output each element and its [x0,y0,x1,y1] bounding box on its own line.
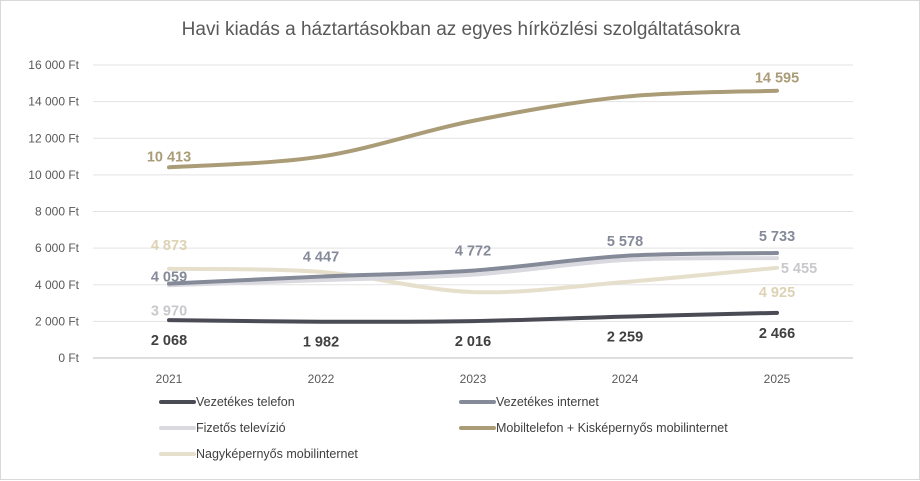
legend-label: Vezetékes internet [496,395,599,409]
series-line-2 [167,256,779,288]
legend-label: Fizetős televízió [196,421,286,435]
x-tick-label: 2022 [308,372,335,386]
data-label: 2 068 [151,333,187,349]
legend-label: Vezetékes telefon [196,395,295,409]
data-label: 4 925 [759,285,795,301]
y-tick-label: 4 000 Ft [35,278,80,292]
legend-label: Nagyképernyős mobilinternet [196,447,358,461]
y-tick-label: 0 Ft [58,351,79,365]
x-tick-label: 2024 [612,372,639,386]
data-label: 2 466 [759,326,795,342]
chart-title: Havi kiadás a háztartásokban az egyes hí… [182,19,741,40]
y-tick-label: 12 000 Ft [28,131,79,145]
x-tick-label: 2021 [156,372,183,386]
data-label: 4 772 [455,244,491,260]
data-label: 2 016 [455,334,491,350]
series-line-1 [167,251,779,286]
series-line-3 [167,88,779,170]
y-tick-label: 8 000 Ft [35,205,80,219]
series-line-0 [167,310,779,324]
data-label: 14 595 [755,71,799,87]
y-tick-label: 10 000 Ft [28,168,79,182]
series-line-4 [167,265,779,295]
data-label: 5 733 [759,229,795,245]
x-tick-label: 2023 [460,372,487,386]
data-label: 10 413 [147,149,191,165]
data-label: 5 455 [781,261,817,277]
series-lines [167,88,779,324]
data-label: 4 873 [151,238,187,254]
data-label: 3 970 [151,303,187,319]
legend-label: Mobiltelefon + Kisképernyős mobilinterne… [496,421,728,435]
y-tick-label: 14 000 Ft [28,95,79,109]
legend: Vezetékes telefon Vezetékes internet Fizet… [159,395,728,461]
y-tick-label: 16 000 Ft [28,58,79,72]
y-axis: 0 Ft 2 000 Ft 4 000 Ft 6 000 Ft 8 000 Ft 10 0… [28,58,79,365]
data-labels: 2 068 1 982 2 016 2 259 2 466 4 059 4 447 4 772… [147,71,817,351]
data-label: 4 447 [303,250,339,266]
x-axis: 2021 2022 2023 2024 2025 [156,372,791,386]
data-label: 1 982 [303,335,339,351]
data-label: 5 578 [607,234,643,250]
y-tick-label: 6 000 Ft [35,241,80,255]
x-tick-label: 2025 [764,372,791,386]
data-label: 4 059 [151,270,187,286]
y-tick-label: 2 000 Ft [35,314,80,328]
data-label: 2 259 [607,330,643,346]
